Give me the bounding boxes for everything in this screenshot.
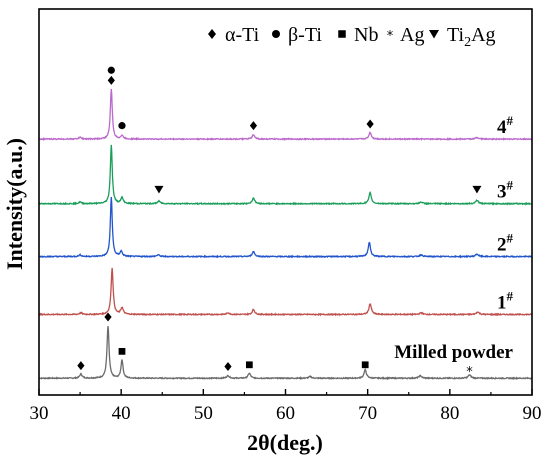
series-line-3	[38, 144, 533, 206]
diamond-marker	[208, 29, 216, 39]
circle-marker	[118, 122, 126, 130]
x-tick-label: 60	[276, 403, 295, 424]
square-marker	[118, 347, 126, 355]
diamond-marker	[107, 75, 115, 85]
x-tick-label: 30	[30, 403, 49, 424]
x-axis-title: 2θ(deg.)	[247, 430, 323, 455]
diamond-marker	[249, 121, 258, 131]
x-tick-label: 40	[112, 403, 131, 424]
series-label: 2#	[497, 231, 514, 256]
x-tick-label: 50	[194, 403, 213, 424]
plot-frame	[38, 8, 533, 396]
series-line-2	[38, 197, 533, 259]
asterisk-marker: *	[387, 29, 394, 44]
triangle-marker	[472, 185, 482, 194]
series-line-4	[38, 88, 533, 142]
legend-label: Nb	[354, 24, 378, 46]
series-label: 1#	[497, 288, 514, 313]
legend-label: Ti2Ag	[447, 24, 496, 50]
asterisk-marker: *	[466, 365, 473, 380]
series-label: 4#	[497, 113, 514, 138]
legend-label: Ag	[400, 24, 424, 46]
square-marker	[338, 30, 346, 38]
x-tick-label: 90	[523, 403, 542, 424]
x-axis-ticks	[38, 389, 533, 395]
x-axis-tick-labels: 30 40 50 60 70 80 90	[30, 403, 542, 424]
legend-label: β-Ti	[288, 24, 322, 46]
legend-label: α-Ti	[225, 24, 260, 46]
diamond-marker	[104, 312, 112, 322]
diamond-marker	[366, 119, 374, 129]
series-line-0	[38, 326, 533, 381]
square-marker	[245, 361, 253, 369]
triangle-marker	[429, 30, 439, 39]
series-labels: Milled powder 1# 2# 3# 4#	[394, 113, 513, 363]
y-axis-title: Intensity(a.u.)	[2, 138, 27, 270]
legend: α-Ti β-Ti Nb * Ag Ti2Ag	[208, 24, 496, 50]
diamond-marker	[224, 361, 232, 371]
circle-marker	[107, 66, 115, 74]
x-tick-label: 70	[358, 403, 377, 424]
triangle-marker	[154, 185, 164, 194]
diamond-marker	[77, 361, 85, 371]
peak-markers: *	[77, 66, 482, 380]
series-label: 3#	[497, 178, 514, 203]
series-line-1	[38, 267, 533, 317]
square-marker	[361, 361, 369, 369]
series-label: Milled powder	[394, 342, 513, 363]
x-tick-label: 80	[440, 403, 459, 424]
circle-marker	[272, 30, 280, 38]
series-layer	[38, 88, 533, 381]
